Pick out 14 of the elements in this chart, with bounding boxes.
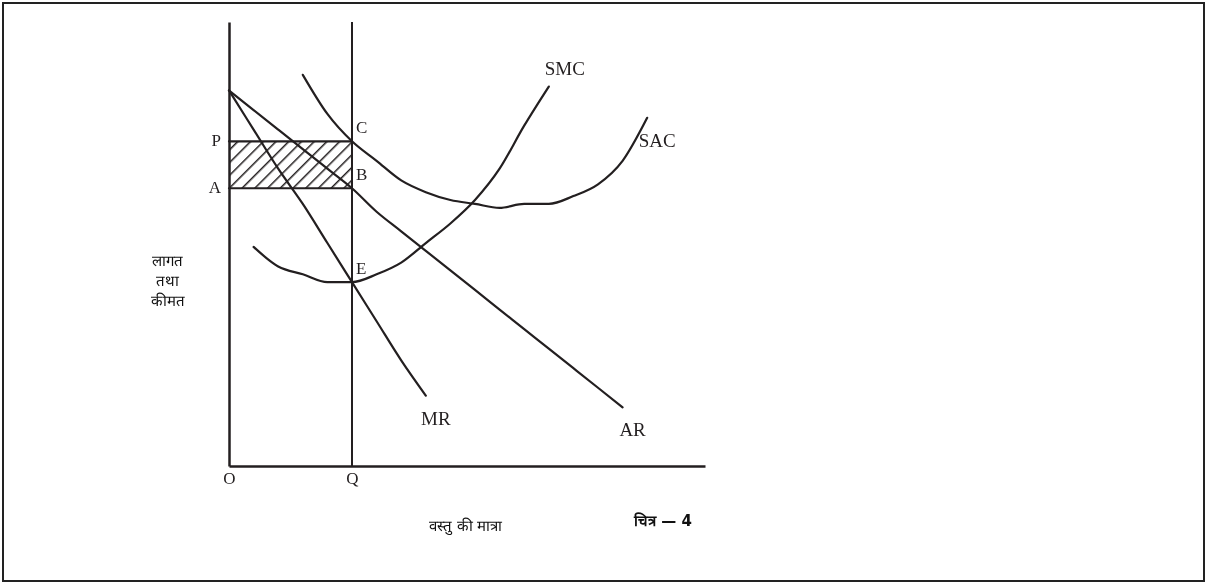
x-tick-label: O xyxy=(223,468,236,488)
annotation: E xyxy=(356,259,367,279)
series-label: MR xyxy=(421,407,451,429)
text: चित्र — 4 xyxy=(633,512,692,530)
annotation: B xyxy=(356,165,368,185)
annotation: A xyxy=(208,178,222,198)
series-label: AR xyxy=(619,419,647,441)
y-axis-title: लागत तथा कीमत xyxy=(150,251,185,310)
annotation: P xyxy=(211,131,221,151)
x-axis-title: वस्तु की मात्रा xyxy=(428,516,504,536)
annotation: C xyxy=(356,118,368,138)
series-label: SAC xyxy=(638,129,676,151)
series-label: SMC xyxy=(544,57,585,79)
x-tick-label: Q xyxy=(346,468,359,488)
